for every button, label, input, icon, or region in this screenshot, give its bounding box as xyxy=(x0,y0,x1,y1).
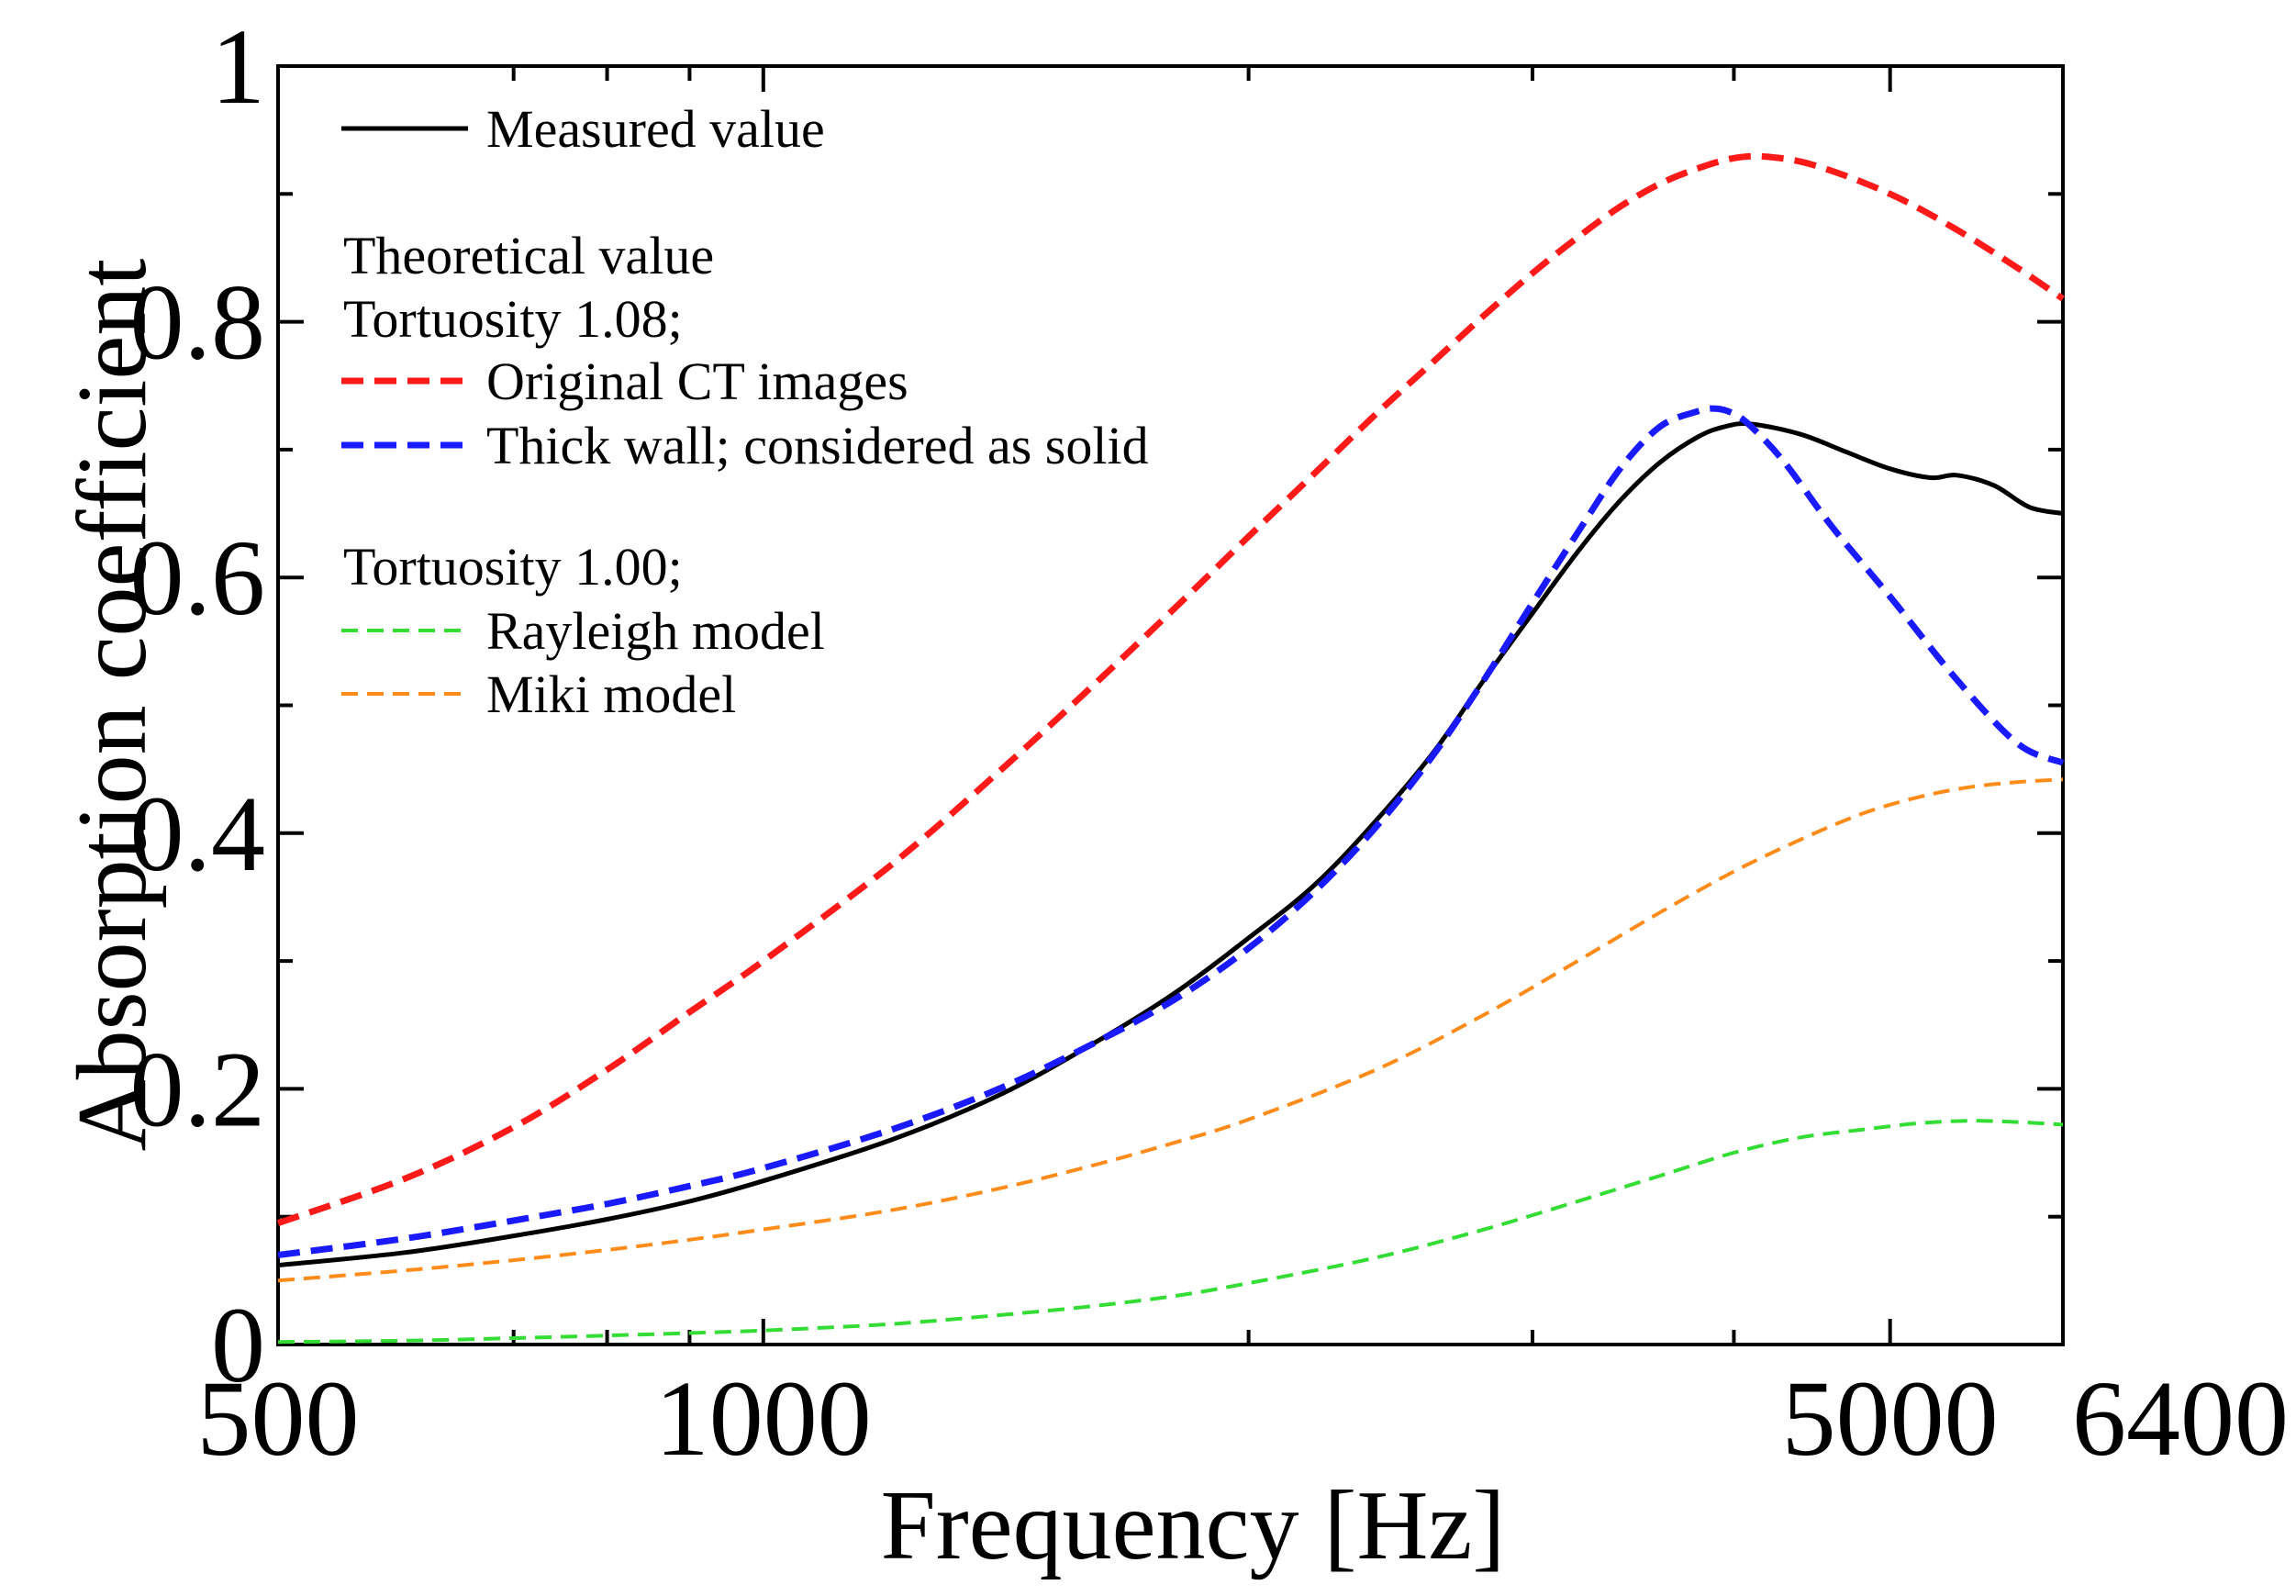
legend-label-thick-wall: Thick wall; considered as solid xyxy=(486,416,1149,475)
legend-label-rayleigh: Rayleigh model xyxy=(486,601,825,661)
series-line-miki-model xyxy=(277,777,2064,1283)
y-tick-label: 0.8 xyxy=(130,262,266,383)
y-tick-label: 0 xyxy=(211,1285,265,1405)
legend-label-measured: Measured value xyxy=(486,99,825,159)
x-tick-label: 500 xyxy=(197,1358,360,1479)
legend-heading-theoretical: Theoretical value xyxy=(343,226,714,285)
x-tick-label: 1000 xyxy=(655,1358,872,1479)
y-tick-label: 0.6 xyxy=(130,518,266,638)
series-line-original-ct-images xyxy=(276,152,2065,1227)
legend: Measured value Theoretical value Tortuos… xyxy=(341,99,1149,724)
legend-label-original: Original CT images xyxy=(486,352,908,411)
y-tick-label: 1 xyxy=(211,6,265,127)
x-tick-label: 6400 xyxy=(2072,1358,2289,1479)
y-tick-label: 0.2 xyxy=(130,1029,266,1149)
y-tick-labels: 0 0.2 0.4 0.6 0.8 1 xyxy=(130,6,266,1405)
x-tick-label: 5000 xyxy=(1782,1358,1999,1479)
axis-ticks xyxy=(276,64,2065,1346)
series-line-rayleigh-model xyxy=(277,1119,2064,1345)
legend-heading-tortuosity-108: Tortuosity 1.08; xyxy=(343,289,683,349)
legend-label-miki: Miki model xyxy=(486,664,736,724)
y-axis-title: Absorption coefficient xyxy=(58,259,167,1152)
x-tick-labels: 500 1000 5000 6400 xyxy=(197,1358,2290,1479)
x-axis-title: Frequency [Hz] xyxy=(881,1471,1506,1580)
series-line-thick-wall-considered-as-solid xyxy=(277,405,2065,1258)
legend-heading-tortuosity-100: Tortuosity 1.00; xyxy=(343,537,683,597)
data-series xyxy=(276,152,2065,1345)
y-tick-label: 0.4 xyxy=(130,774,266,894)
